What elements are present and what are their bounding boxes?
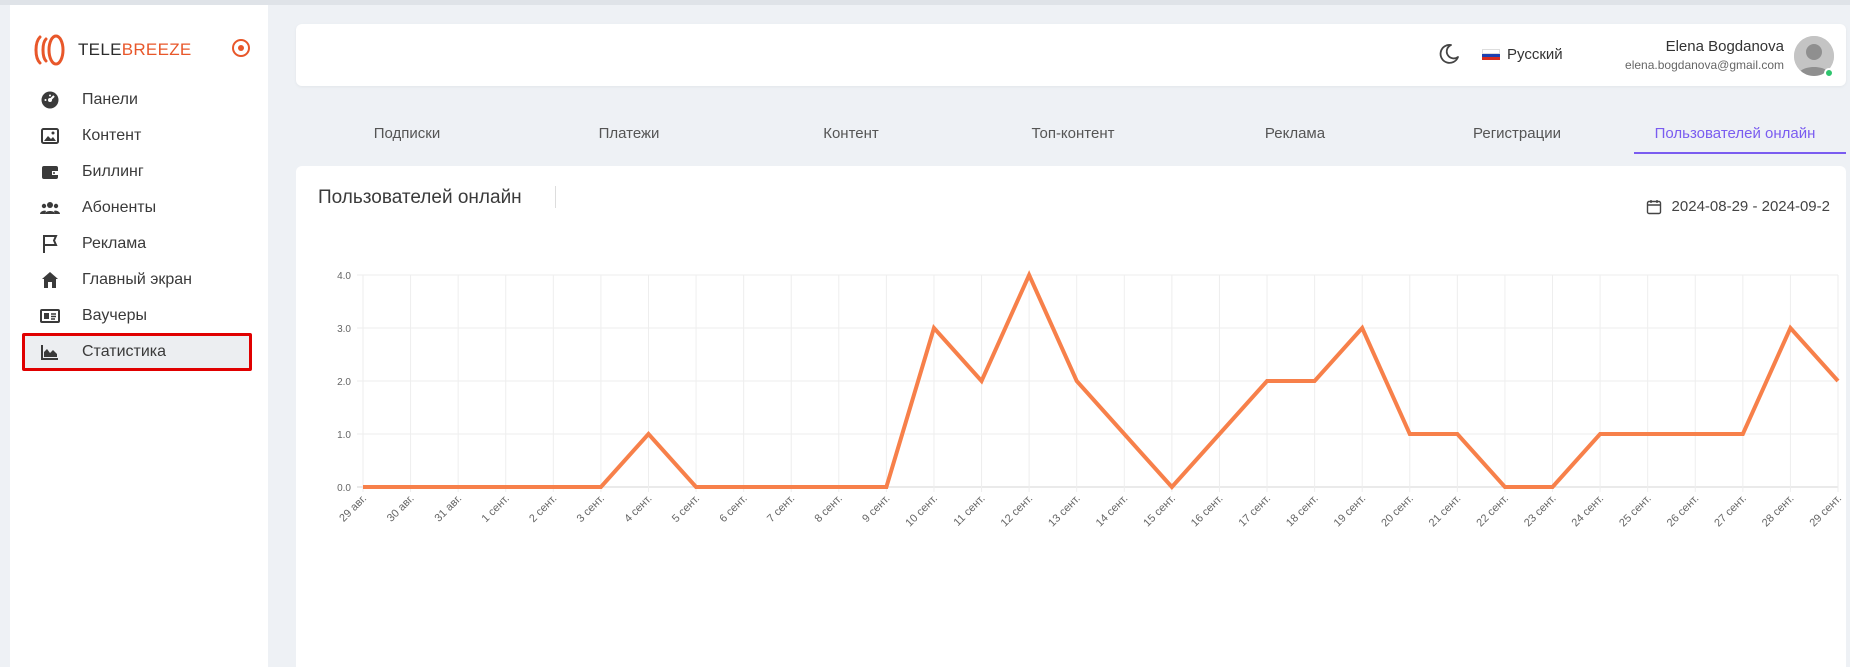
x-tick-label: 11 сент. <box>952 493 988 529</box>
sidebar-item-ads[interactable]: Реклама <box>22 225 252 263</box>
x-tick-label: 2 сент. <box>527 493 559 525</box>
statistics-tabs: Подписки Платежи Контент Топ-контент Рек… <box>296 114 1846 154</box>
y-tick-label: 4.0 <box>337 271 351 282</box>
x-tick-label: 29 сент. <box>1807 493 1844 530</box>
voucher-icon <box>38 304 62 328</box>
tab-users-online[interactable]: Пользователей онлайн <box>1624 114 1846 154</box>
x-tick-label: 26 сент. <box>1665 493 1702 530</box>
x-tick-label: 16 сент. <box>1189 493 1226 530</box>
x-tick-label: 30 авг. <box>385 493 417 525</box>
x-tick-label: 3 сент. <box>575 493 607 525</box>
x-tick-label: 1 сент. <box>480 493 512 525</box>
y-tick-label: 3.0 <box>337 324 351 335</box>
date-range-picker[interactable]: 2024-08-29 - 2024-09-2 <box>1646 198 1830 215</box>
sidebar-item-label: Статистика <box>82 343 167 360</box>
top-header: Русский Elena Bogdanova elena.bogdanova@… <box>296 24 1846 86</box>
user-info[interactable]: Elena Bogdanova elena.bogdanova@gmail.co… <box>1625 38 1784 72</box>
language-label: Русский <box>1507 46 1563 63</box>
x-tick-label: 13 сент. <box>1046 493 1083 530</box>
sidebar-item-label: Биллинг <box>82 163 144 180</box>
user-name: Elena Bogdanova <box>1665 38 1784 55</box>
chart-panel: Пользователей онлайн 2024-08-29 - 2024-0… <box>296 166 1846 667</box>
image-icon <box>38 124 62 148</box>
sidebar-item-content[interactable]: Контент <box>22 117 252 155</box>
sidebar-item-label: Ваучеры <box>82 307 148 324</box>
window-top-border <box>0 0 1850 5</box>
x-tick-label: 14 сент. <box>1094 493 1131 530</box>
x-tick-label: 9 сент. <box>860 493 892 525</box>
y-tick-label: 2.0 <box>337 377 351 388</box>
user-avatar-icon <box>1794 36 1834 76</box>
dashboard-icon <box>38 88 62 112</box>
x-tick-label: 21 сент. <box>1427 493 1464 530</box>
online-status-dot <box>1824 68 1834 78</box>
sidebar-item-panels[interactable]: Панели <box>22 81 252 119</box>
sidebar-item-label: Реклама <box>82 235 147 252</box>
tab-payments[interactable]: Платежи <box>598 125 660 142</box>
x-tick-label: 19 сент. <box>1332 493 1369 530</box>
x-tick-label: 15 сент. <box>1141 493 1178 530</box>
flag-icon <box>38 232 62 256</box>
sidebar-item-label: Панели <box>82 91 138 108</box>
tab-registrations[interactable]: Регистрации <box>1473 125 1561 142</box>
sidebar-item-vouchers[interactable]: Ваучеры <box>22 297 252 335</box>
home-icon <box>38 268 62 292</box>
sidebar-item-label: Абоненты <box>82 199 157 216</box>
brand-logo[interactable]: TELEBREEZE <box>32 33 192 67</box>
x-tick-label: 31 авг. <box>432 493 464 525</box>
chart-area-icon <box>38 340 62 364</box>
brand-name: TELEBREEZE <box>78 40 192 59</box>
x-tick-label: 10 сент. <box>903 493 940 530</box>
x-tick-label: 29 авг. <box>337 493 369 525</box>
title-divider <box>555 186 556 208</box>
x-tick-label: 24 сент. <box>1570 493 1607 530</box>
tab-content[interactable]: Контент <box>823 125 879 142</box>
x-tick-label: 6 сент. <box>717 493 749 525</box>
users-online-line-chart: 0.0 1.0 2.0 3.0 4.0 29 авг. 30 авг. 31 авг. 1 се… <box>337 270 1844 530</box>
language-selector[interactable]: Русский <box>1482 46 1563 63</box>
x-tick-label: 7 сент. <box>765 493 797 525</box>
sidebar-item-subscribers[interactable]: Абоненты <box>22 189 252 227</box>
y-tick-label: 0.0 <box>337 483 351 494</box>
wallet-icon <box>38 160 62 184</box>
x-tick-label: 22 сент. <box>1474 493 1511 530</box>
sidebar-item-label: Главный экран <box>82 271 193 288</box>
dark-mode-moon-icon[interactable] <box>1437 42 1461 66</box>
sidebar-toggle-icon[interactable] <box>230 37 252 59</box>
calendar-icon <box>1646 199 1661 214</box>
russia-flag-icon <box>1482 48 1500 61</box>
sidebar-item-statistics[interactable]: Статистика <box>22 333 252 371</box>
date-range-value: 2024-08-29 - 2024-09-2 <box>1671 198 1830 215</box>
users-icon <box>38 196 62 220</box>
sidebar: TELEBREEZE Панели Контент Биллинг <box>10 5 268 667</box>
telebreeze-logo-icon <box>34 34 65 66</box>
x-tick-label: 12 сент. <box>999 493 1036 530</box>
tab-top-content[interactable]: Топ-контент <box>1031 125 1115 142</box>
x-tick-label: 4 сент. <box>622 493 654 525</box>
x-tick-label: 23 сент. <box>1522 493 1559 530</box>
x-tick-label: 17 сент. <box>1236 493 1273 530</box>
chart-title: Пользователей онлайн <box>318 187 522 208</box>
sidebar-item-home-screen[interactable]: Главный экран <box>22 261 252 299</box>
x-tick-label: 18 сент. <box>1284 493 1321 530</box>
x-tick-label: 28 сент. <box>1760 493 1797 530</box>
tab-advertising[interactable]: Реклама <box>1264 125 1326 142</box>
x-tick-label: 8 сент. <box>813 493 845 525</box>
x-tick-label: 25 сент. <box>1617 493 1654 530</box>
x-tick-label: 27 сент. <box>1712 493 1749 530</box>
sidebar-item-billing[interactable]: Биллинг <box>22 153 252 191</box>
series-line <box>363 270 1840 490</box>
avatar[interactable] <box>1794 36 1834 76</box>
y-tick-label: 1.0 <box>337 430 351 441</box>
x-tick-label: 20 сент. <box>1379 493 1416 530</box>
tab-subscriptions[interactable]: Подписки <box>373 125 441 142</box>
sidebar-item-label: Контент <box>82 127 142 144</box>
user-email: elena.bogdanova@gmail.com <box>1625 58 1784 72</box>
x-tick-label: 5 сент. <box>670 493 702 525</box>
